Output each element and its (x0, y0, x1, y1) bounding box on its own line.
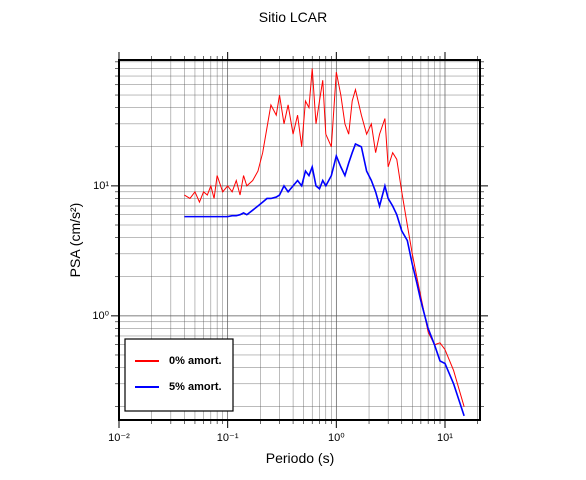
y-tick-label: 10⁰ (92, 310, 109, 322)
chart-title: Sitio LCAR (259, 9, 327, 25)
x-tick-label: 10⁻¹ (217, 432, 239, 444)
x-axis-label: Periodo (s) (266, 450, 334, 466)
series-line (184, 68, 465, 407)
plot-frame (118, 59, 481, 421)
x-tick-label: 10⁰ (328, 432, 345, 444)
legend-label: 5% amort. (169, 381, 222, 393)
x-tick-label: 10¹ (437, 432, 453, 444)
series-line (184, 142, 465, 417)
y-tick-label: 10¹ (93, 180, 109, 192)
legend-box (124, 338, 234, 412)
x-tick-label: 10⁻² (108, 432, 130, 444)
y-axis-label: PSA (cm/s²) (67, 203, 83, 278)
legend-label: 0% amort. (169, 355, 222, 367)
